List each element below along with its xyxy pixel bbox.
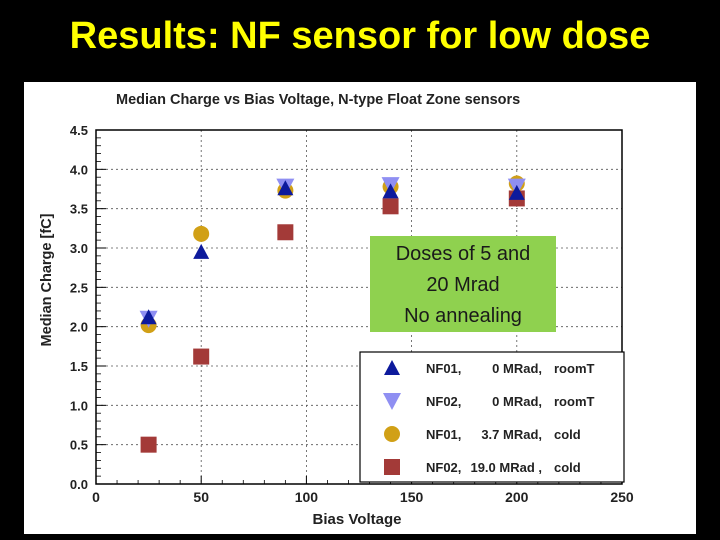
legend-marker-square bbox=[384, 459, 400, 475]
x-tick-label: 50 bbox=[193, 489, 209, 505]
data-point-triangle-up bbox=[382, 183, 399, 199]
data-point-triangle-up bbox=[193, 243, 210, 259]
legend-series-condition: roomT bbox=[554, 394, 595, 409]
annotation-box: Doses of 5 and 20 Mrad No annealing bbox=[370, 236, 556, 332]
annotation-line-1: Doses of 5 and bbox=[395, 243, 531, 265]
legend-box bbox=[359, 351, 625, 483]
legend-marker-triangle-down bbox=[383, 393, 401, 410]
y-tick-label: 3.5 bbox=[70, 202, 88, 217]
legend-series-condition: roomT bbox=[554, 361, 595, 376]
legend-series-name: NF02, bbox=[426, 394, 461, 409]
legend-series-name: NF01, bbox=[426, 427, 461, 442]
legend-series-name: NF02, bbox=[426, 460, 461, 475]
x-tick-label: 0 bbox=[92, 489, 100, 505]
slide-title: Results: NF sensor for low dose bbox=[69, 15, 651, 57]
data-markers bbox=[139, 175, 526, 453]
legend-series-dose: 19.0 MRad , bbox=[470, 460, 542, 475]
y-tick-label: 3.0 bbox=[70, 241, 88, 256]
x-tick-label: 250 bbox=[610, 489, 634, 505]
legend-marker-triangle-up bbox=[384, 360, 400, 375]
legend-marker-circle bbox=[384, 426, 400, 442]
data-point-triangle-up bbox=[140, 309, 157, 325]
legend-series-dose: 0 MRad, bbox=[492, 361, 542, 376]
annotation-line-3: No annealing bbox=[404, 305, 522, 327]
x-tick-label: 150 bbox=[400, 489, 424, 505]
data-point-square bbox=[277, 224, 294, 241]
axis-ticks: 0 50 100 150 200 250 0.0 0.5 1.0 1.5 2.0 2.5 3.0 3.5 4… bbox=[70, 123, 634, 505]
annotation-line-2: 20 Mrad bbox=[426, 274, 500, 296]
x-tick-label: 100 bbox=[295, 489, 319, 505]
y-tick-label: 0.0 bbox=[70, 477, 88, 492]
plot-frame bbox=[95, 129, 623, 485]
legend: NF01, 0 MRad, roomT NF02, 0 MRad, roomT NF01, 3… bbox=[359, 351, 625, 483]
data-point-square bbox=[193, 348, 210, 365]
legend-series-dose: 3.7 MRad, bbox=[481, 427, 542, 442]
data-point-square bbox=[382, 198, 399, 215]
y-tick-label: 4.0 bbox=[70, 162, 88, 177]
legend-series-name: NF01, bbox=[426, 361, 461, 376]
y-tick-label: 2.5 bbox=[70, 280, 88, 295]
data-point-triangle-up bbox=[277, 180, 294, 196]
legend-series-condition: cold bbox=[554, 427, 581, 442]
y-tick-label: 1.5 bbox=[70, 359, 88, 374]
scatter-chart: Median Charge vs Bias Voltage, N-type Fl… bbox=[39, 92, 634, 528]
x-tick-label: 200 bbox=[505, 489, 529, 505]
data-point-triangle-up bbox=[508, 184, 525, 200]
chart-title: Median Charge vs Bias Voltage, N-type Fl… bbox=[116, 92, 520, 108]
y-tick-label: 2.0 bbox=[70, 320, 88, 335]
legend-series-condition: cold bbox=[554, 460, 581, 475]
y-tick-label: 1.0 bbox=[70, 398, 88, 413]
legend-series-dose: 0 MRad, bbox=[492, 394, 542, 409]
y-axis-label: Median Charge [fC] bbox=[39, 213, 55, 346]
data-point-circle bbox=[193, 225, 210, 242]
x-axis-label: Bias Voltage bbox=[313, 511, 402, 528]
y-tick-label: 0.5 bbox=[70, 438, 88, 453]
figure-panel: Median Charge vs Bias Voltage, N-type Fl… bbox=[24, 82, 696, 534]
y-tick-label: 4.5 bbox=[70, 123, 88, 138]
data-point-square bbox=[140, 436, 157, 453]
